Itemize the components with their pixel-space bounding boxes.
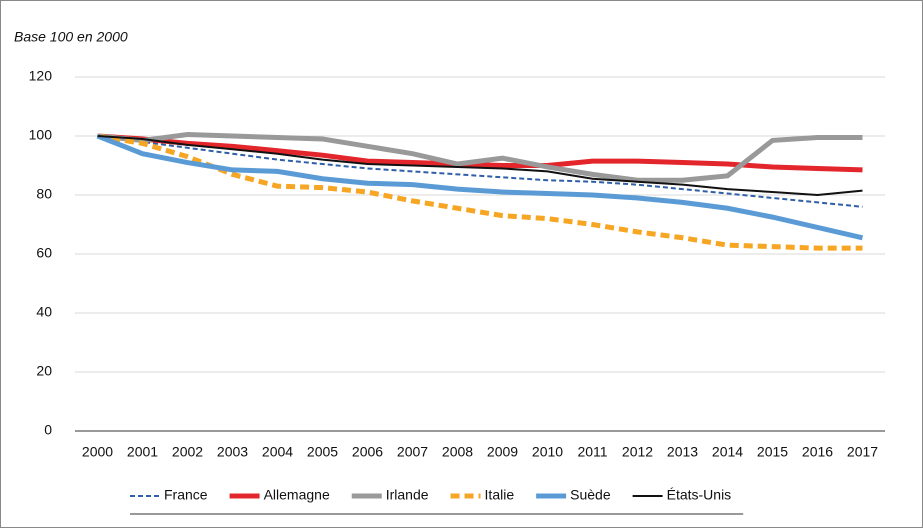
x-tick-label: 2010: [532, 444, 563, 460]
y-tick-label: 100: [29, 127, 53, 143]
legend-label: Suède: [570, 487, 611, 503]
legend-label: Italie: [485, 487, 515, 503]
x-tick-label: 2009: [487, 444, 518, 460]
series-line: [97, 133, 863, 173]
x-tick-label: 2004: [262, 444, 293, 460]
x-tick-label: 2016: [802, 444, 833, 460]
x-tick-label: 2011: [577, 444, 607, 460]
chart-subtitle: Base 100 en 2000: [14, 29, 128, 45]
series-line: [97, 132, 863, 183]
series-line: [97, 135, 863, 197]
legend-label: Allemagne: [264, 487, 330, 503]
x-tick-label: 2005: [307, 444, 338, 460]
legend-label: États-Unis: [667, 487, 732, 503]
series-line: [97, 135, 863, 208]
legend-label: Irlande: [386, 487, 429, 503]
x-tick-label: 2013: [667, 444, 698, 460]
x-tick-label: 2001: [127, 444, 158, 460]
x-tick-label: 2007: [397, 444, 428, 460]
y-tick-label: 40: [36, 304, 52, 320]
x-tick-label: 2015: [757, 444, 788, 460]
series-line: [97, 133, 863, 251]
x-tick-label: 2002: [172, 444, 203, 460]
y-tick-label: 80: [36, 186, 52, 202]
y-tick-label: 0: [44, 422, 52, 438]
legend-label: France: [164, 487, 208, 503]
x-tick-label: 2000: [82, 444, 113, 460]
y-tick-label: 60: [36, 245, 52, 261]
x-tick-label: 2017: [847, 444, 878, 460]
x-tick-label: 2012: [622, 444, 653, 460]
series-line: [96, 133, 864, 241]
x-tick-label: 2006: [352, 444, 383, 460]
y-tick-label: 120: [29, 68, 53, 84]
x-tick-label: 2008: [442, 444, 473, 460]
y-tick-label: 20: [36, 363, 52, 379]
x-tick-label: 2003: [217, 444, 248, 460]
x-tick-label: 2014: [712, 444, 743, 460]
